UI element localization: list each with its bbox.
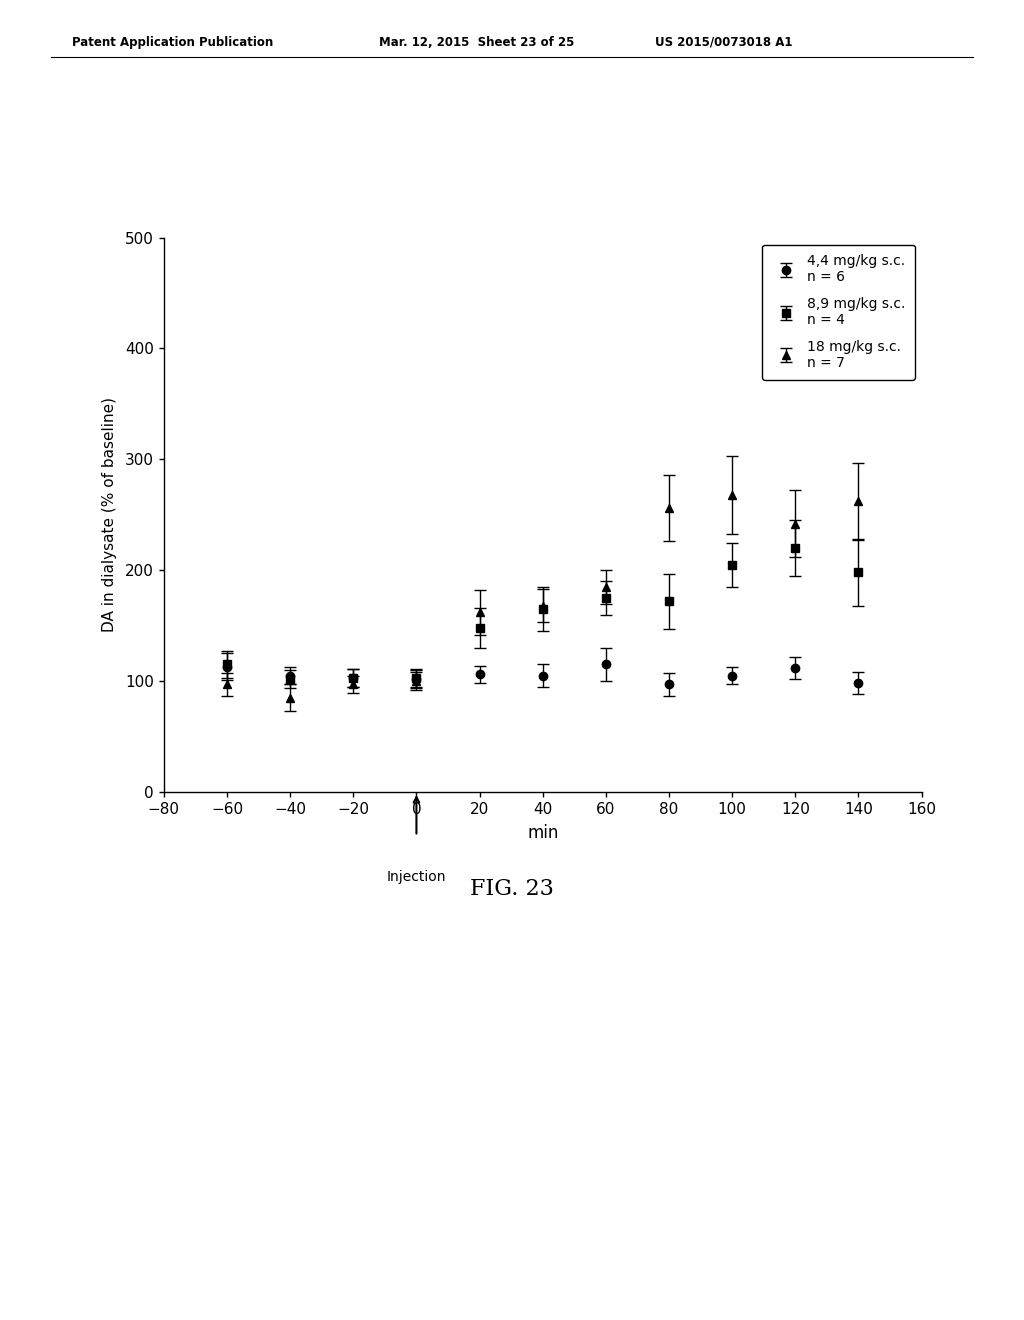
Text: FIG. 23: FIG. 23 [470,878,554,900]
X-axis label: min: min [527,824,558,842]
Text: Injection: Injection [387,870,446,883]
Legend: 4,4 mg/kg s.c.
n = 6, 8,9 mg/kg s.c.
n = 4, 18 mg/kg s.c.
n = 7: 4,4 mg/kg s.c. n = 6, 8,9 mg/kg s.c. n =… [762,244,914,380]
Y-axis label: DA in dialysate (% of baseline): DA in dialysate (% of baseline) [101,397,117,632]
Text: US 2015/0073018 A1: US 2015/0073018 A1 [655,36,793,49]
Text: Patent Application Publication: Patent Application Publication [72,36,273,49]
Text: Mar. 12, 2015  Sheet 23 of 25: Mar. 12, 2015 Sheet 23 of 25 [379,36,574,49]
